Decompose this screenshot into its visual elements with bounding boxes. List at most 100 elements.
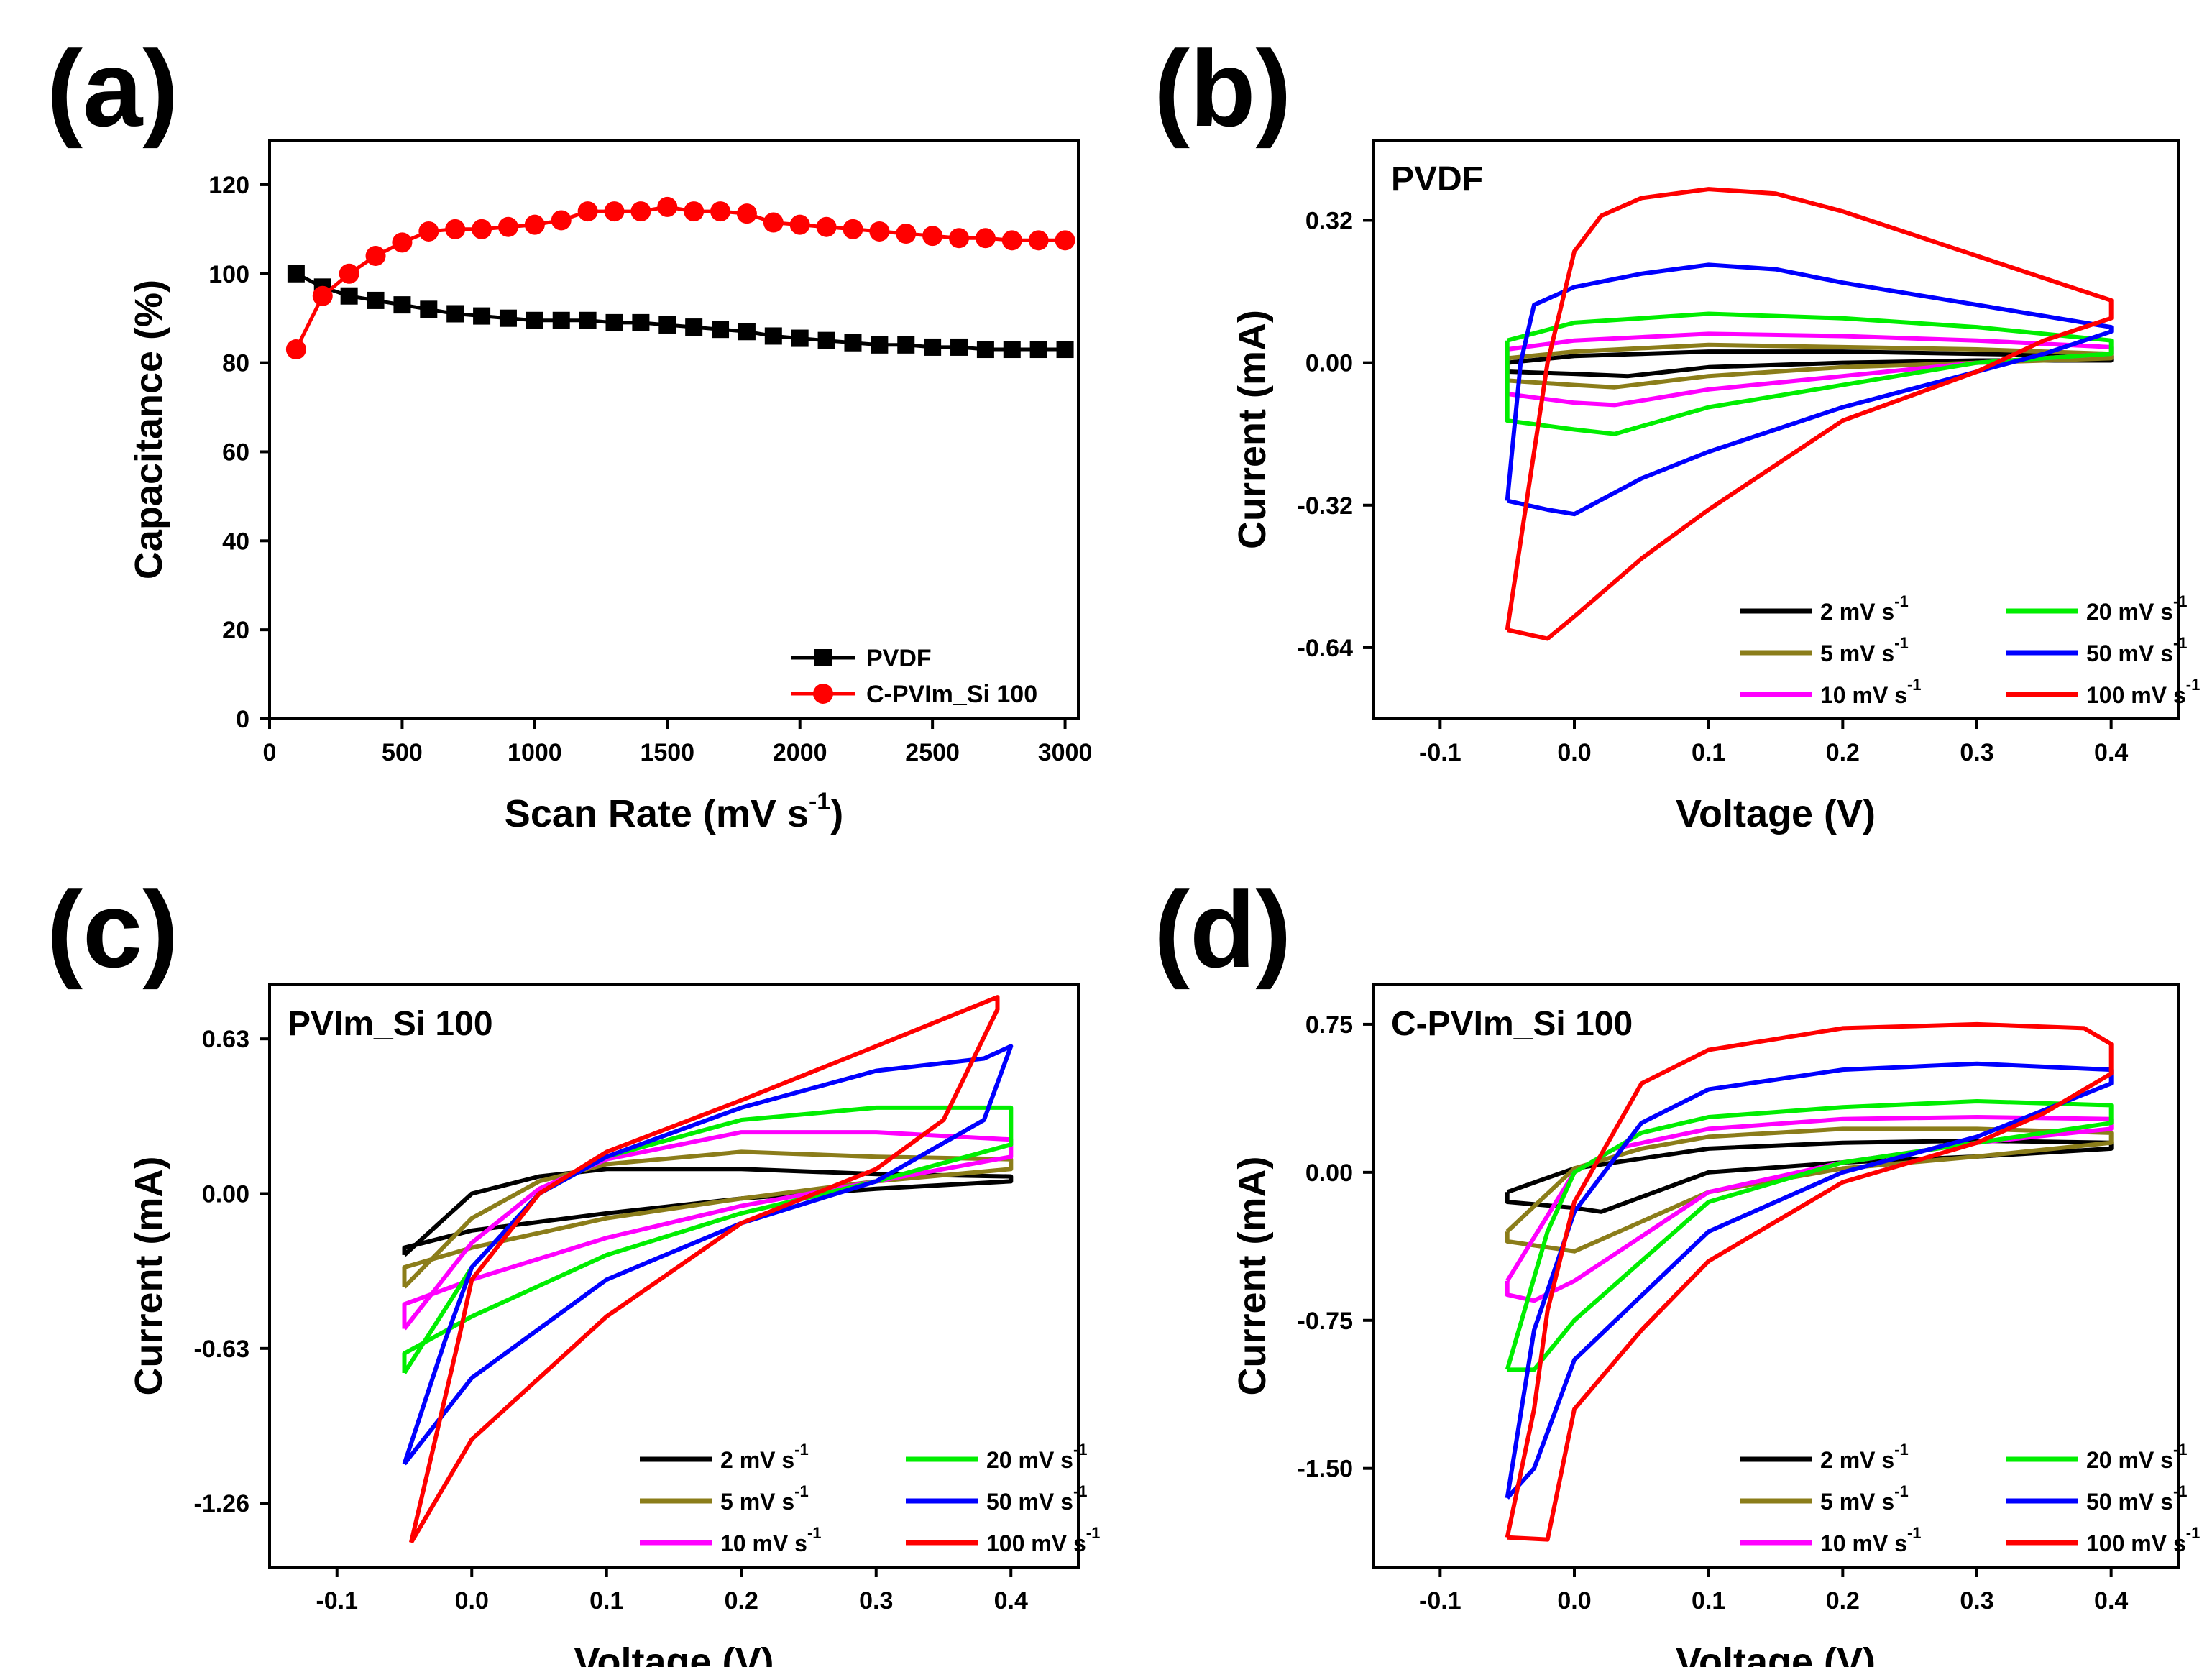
data-point-square xyxy=(420,300,438,318)
panel-label: (d) xyxy=(1154,869,1292,990)
y-tick-label: -0.32 xyxy=(1298,492,1354,520)
legend-label: 100 mV s-1 xyxy=(2086,676,2200,708)
legend-label-text: 5 mV s xyxy=(1820,640,1894,666)
legend-label-sup: -1 xyxy=(1894,1441,1909,1459)
legend-label: 20 mV s-1 xyxy=(2086,592,2188,625)
x-tick-label: 0.1 xyxy=(589,1587,623,1615)
series-line-4 xyxy=(402,1044,1014,1466)
data-point-square xyxy=(579,311,597,329)
data-point-square xyxy=(712,321,730,339)
legend-label-sup: -1 xyxy=(2186,676,2200,694)
legend-label-text: 10 mV s xyxy=(720,1530,807,1556)
panel-a: (a) 0 500 1000 1500 2000 2500 3000 0 20 40 60 80 100 1… xyxy=(47,28,1092,835)
panel-c: (c) PVIm_Si 100 -0.1 0.0 0.1 0.2 0.3 0.4 0.63 0.0… xyxy=(47,869,1100,1667)
legend-label: 10 mV s-1 xyxy=(720,1524,822,1556)
legend-label-sup: -1 xyxy=(1073,1482,1088,1500)
legend-label: 20 mV s-1 xyxy=(986,1441,1088,1473)
data-point-circle xyxy=(472,219,492,239)
plot-frame xyxy=(268,983,1080,1569)
legend-label-sup: -1 xyxy=(1894,634,1909,652)
data-point-square xyxy=(924,338,942,356)
legend-label: 10 mV s-1 xyxy=(1820,1524,1922,1556)
series-line-0 xyxy=(402,1167,1014,1257)
x-axis-label-end: ) xyxy=(830,792,843,835)
data-point-square xyxy=(844,334,862,352)
data-point-circle xyxy=(577,201,598,222)
y-tick-label: -1.26 xyxy=(194,1490,250,1517)
plot-frame xyxy=(1372,983,2180,1569)
data-point-circle xyxy=(736,203,757,224)
legend-label: 50 mV s-1 xyxy=(2086,1482,2188,1515)
legend-label-text: 50 mV s xyxy=(986,1489,1073,1515)
data-point-square xyxy=(605,313,623,331)
y-axis-label: Current (mA) xyxy=(1231,310,1274,549)
data-point-circle xyxy=(392,232,413,253)
y-tick-label: 0.75 xyxy=(1305,1011,1353,1039)
y-tick-label: -0.64 xyxy=(1298,635,1354,662)
y-tick-label: 0.00 xyxy=(1305,1159,1353,1187)
panel-label: (a) xyxy=(47,28,178,149)
legend-label-text: 20 mV s xyxy=(2086,1447,2173,1473)
x-tick-label: 1000 xyxy=(508,739,562,766)
x-tick-label: 0.3 xyxy=(1960,739,1993,766)
data-point-square xyxy=(552,311,570,329)
data-point-square xyxy=(764,327,782,345)
panel-d: (d) C-PVIm_Si 100 -0.1 0.0 0.1 0.2 0.3 0.4 0.75 0… xyxy=(1154,869,2200,1667)
y-tick-label: -0.63 xyxy=(194,1336,250,1363)
y-tick-label: 80 xyxy=(222,350,249,377)
legend-label-text: 50 mV s xyxy=(2086,1489,2173,1515)
legend-label: 100 mV s-1 xyxy=(986,1524,1100,1556)
y-tick-label: 120 xyxy=(208,172,249,199)
y-tick-label: 0.00 xyxy=(202,1181,249,1208)
legend-label-text: 20 mV s xyxy=(986,1447,1073,1473)
series-line-5 xyxy=(1505,1021,2114,1542)
data-point-circle xyxy=(497,216,518,237)
series-line-1 xyxy=(1505,1126,2114,1254)
x-tick-label: 0.4 xyxy=(2094,739,2128,766)
legend-label: 2 mV s-1 xyxy=(720,1441,809,1473)
legend-label-text: 2 mV s xyxy=(1820,599,1894,625)
legend-label-text: 100 mV s xyxy=(2086,1530,2186,1556)
legend-label: 5 mV s-1 xyxy=(1820,1482,1909,1515)
x-tick-label: -0.1 xyxy=(1419,739,1461,766)
data-point-square xyxy=(1029,341,1047,359)
y-axis-label: Capacitance (%) xyxy=(127,280,170,579)
legend-label-sup: -1 xyxy=(807,1524,822,1542)
x-tick-label: 0.3 xyxy=(1960,1587,1993,1615)
legend-label: C-PVIm_Si 100 xyxy=(866,681,1037,708)
legend-label-sup: -1 xyxy=(2173,1441,2188,1459)
data-point-square xyxy=(1003,341,1021,359)
x-tick-label: 500 xyxy=(382,739,423,766)
legend-label: 2 mV s-1 xyxy=(1820,592,1909,625)
legend-label-text: 20 mV s xyxy=(2086,599,2173,625)
y-tick-label: 60 xyxy=(222,438,249,466)
x-axis-label-text: Voltage (V) xyxy=(1676,792,1876,835)
legend-label-sup: -1 xyxy=(1894,1482,1909,1500)
x-tick-label: 0.1 xyxy=(1692,739,1725,766)
data-point-square xyxy=(1056,341,1074,359)
panel-b: (b) PVDF -0.1 0.0 0.1 0.2 0.3 0.4 0.32 0.00 -0.32 -… xyxy=(1154,28,2200,835)
data-point-circle xyxy=(896,224,917,244)
legend-label-sup: -1 xyxy=(2173,634,2188,652)
legend-label: 5 mV s-1 xyxy=(720,1482,809,1515)
x-tick-label: 0.4 xyxy=(2094,1587,2128,1615)
x-tick-label: -0.1 xyxy=(316,1587,358,1615)
x-axis-label-sup: -1 xyxy=(809,788,830,815)
legend-label: 20 mV s-1 xyxy=(2086,1441,2188,1473)
x-tick-label: 1500 xyxy=(640,739,694,766)
data-point-circle xyxy=(285,339,306,360)
data-point-circle xyxy=(869,221,890,242)
plot-frame xyxy=(268,139,1080,720)
data-point-circle xyxy=(445,219,466,239)
legend-label-sup: -1 xyxy=(2186,1524,2200,1542)
data-point-circle xyxy=(657,196,678,217)
y-tick-label: 0.32 xyxy=(1305,207,1353,234)
series-line-3 xyxy=(1505,311,2114,436)
legend-label-sup: -1 xyxy=(1086,1524,1101,1542)
x-tick-label: 0.0 xyxy=(1557,1587,1591,1615)
plot-title: PVIm_Si 100 xyxy=(288,1005,493,1043)
legend-label: 10 mV s-1 xyxy=(1820,676,1922,708)
data-point-square xyxy=(871,336,889,354)
panel-label: (c) xyxy=(47,869,178,990)
legend-label-text: 10 mV s xyxy=(1820,682,1907,708)
